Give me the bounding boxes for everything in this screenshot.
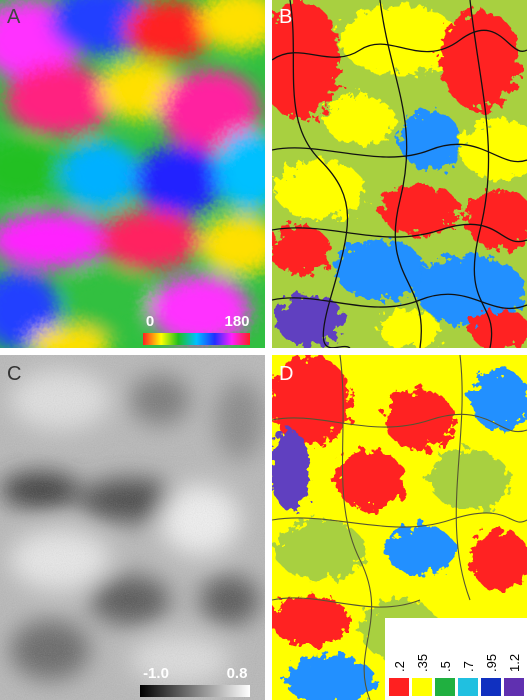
legend-swatch [412, 678, 432, 696]
legend-label: .5 [438, 661, 453, 672]
colorbar-min: -1.0 [143, 665, 169, 682]
legend-label: .35 [415, 654, 430, 672]
legend-label: 1.2 [507, 654, 522, 672]
legend-swatch [458, 678, 478, 696]
panel-label: D [279, 363, 293, 385]
panel-a-map [0, 0, 265, 348]
legend-swatch [481, 678, 501, 696]
panel-label: C [7, 363, 21, 385]
legend-label: .95 [484, 654, 499, 672]
legend-swatch [504, 678, 524, 696]
legend-label: .7 [461, 661, 476, 672]
colorbar-gray [140, 685, 250, 697]
legend-swatch [389, 678, 409, 696]
legend-swatch [435, 678, 455, 696]
panel-c-map [0, 355, 265, 700]
colorbar-hue [143, 333, 250, 345]
panel-label: A [7, 6, 21, 28]
legend-label: .2 [392, 661, 407, 672]
colorbar-min: 0 [146, 313, 154, 330]
legend: .2 .35 .5 .7 .95 1.2 [385, 618, 527, 700]
colorbar-max: 0.8 [227, 665, 248, 682]
panel-b-map [272, 0, 527, 348]
panel-label: B [279, 6, 292, 28]
colorbar-max: 180 [224, 313, 249, 330]
